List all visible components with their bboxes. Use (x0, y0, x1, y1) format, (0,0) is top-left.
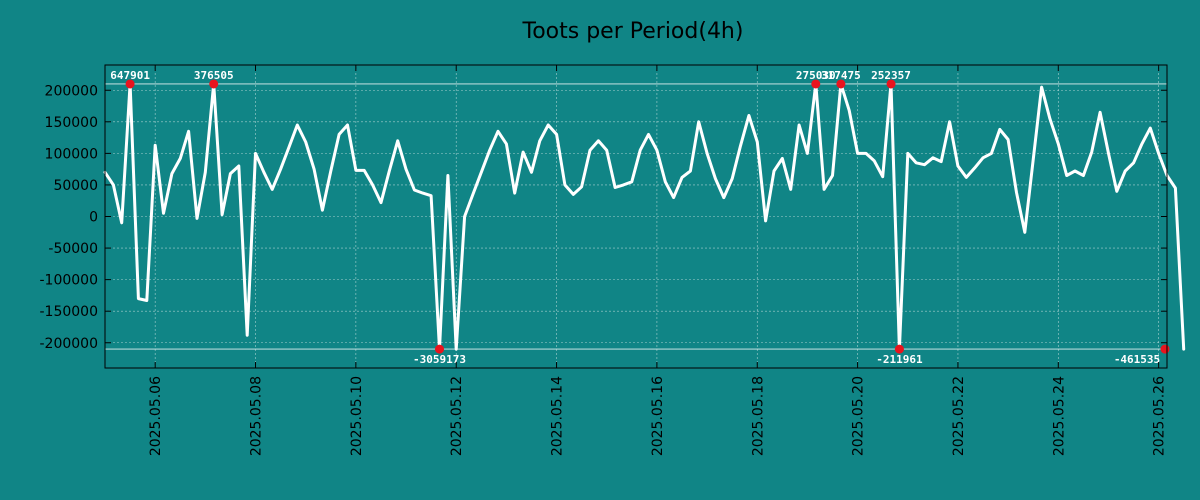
peak-label: 275030 (796, 69, 836, 82)
y-tick-label: 0 (89, 210, 98, 226)
peak-marker (209, 79, 219, 89)
y-tick-label: -150000 (40, 304, 99, 320)
peak-marker (434, 344, 444, 354)
y-tick-label: 200000 (45, 83, 98, 99)
x-tick-label: 2025.05.08 (249, 376, 265, 456)
x-tick-label: 2025.05.10 (349, 376, 365, 456)
peak-label: -461535 (1114, 353, 1160, 366)
x-tick-label: 2025.05.18 (750, 376, 766, 456)
grid-layer (105, 65, 1167, 368)
x-tick-label: 2025.05.26 (1152, 376, 1168, 456)
x-tick-label: 2025.05.12 (449, 376, 465, 456)
peak-label: -3059173 (413, 353, 466, 366)
x-tick-label: 2025.05.06 (148, 376, 164, 456)
peak-marker (811, 79, 821, 89)
x-tick-label: 2025.05.20 (851, 376, 867, 456)
chart-title: Toots per Period(4h) (522, 19, 744, 44)
clip-limit-lines (105, 83, 1167, 350)
y-tick-label: -50000 (48, 241, 98, 257)
peak-label: 376505 (194, 69, 234, 82)
peak-marker (886, 79, 896, 89)
y-tick-label: -100000 (40, 273, 99, 289)
peak-label: 647901 (110, 69, 150, 82)
peak-marker (125, 79, 135, 89)
y-tick-label: -200000 (40, 336, 99, 352)
y-tick-label: 150000 (45, 115, 98, 131)
y-tick-label: 50000 (53, 178, 98, 194)
axes-border (104, 64, 1168, 369)
peak-label: 317475 (821, 69, 861, 82)
series-layer (103, 82, 1186, 351)
y-tick-label: 100000 (45, 146, 98, 162)
peak-marker (836, 79, 846, 89)
x-tick-label: 2025.05.24 (1051, 376, 1067, 456)
peak-marker (1160, 344, 1170, 354)
peak-label: -211961 (876, 353, 923, 366)
x-tick-label: 2025.05.22 (951, 376, 967, 456)
x-tick-label: 2025.05.14 (550, 376, 566, 456)
axes-frame (104, 64, 1168, 369)
peak-marker (894, 344, 904, 354)
x-tick-label: 2025.05.16 (650, 376, 666, 456)
peak-label: 252357 (871, 69, 911, 82)
tick-layer: -200000 -150000 -100000 -50000 0 50000 100000 1… (40, 65, 1168, 456)
series-line-toots (103, 82, 1186, 351)
